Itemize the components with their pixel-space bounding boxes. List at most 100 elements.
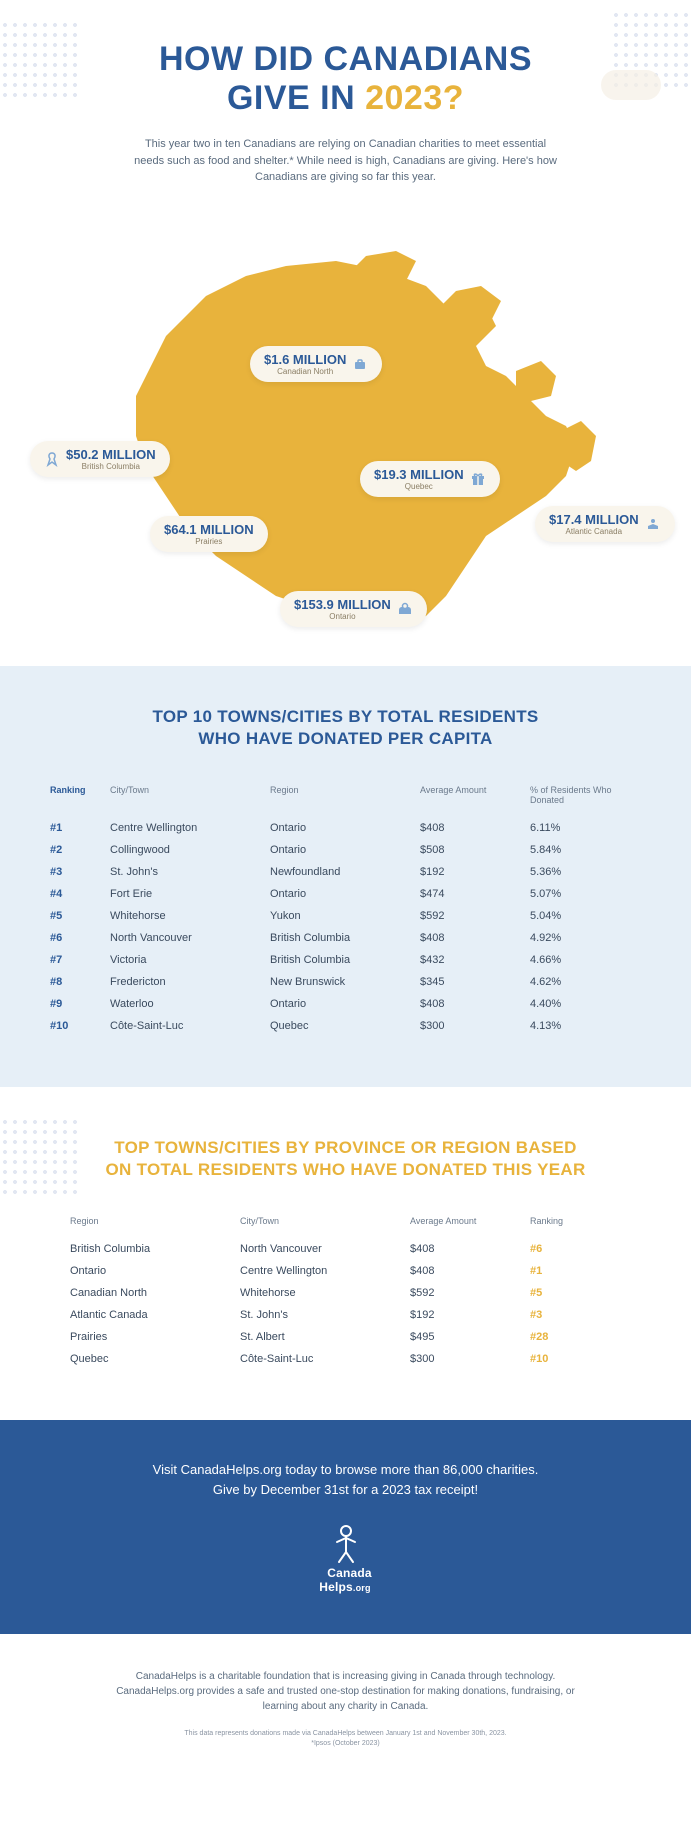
map-label: $19.3 MILLIONQuebec: [360, 461, 500, 497]
cell-city: North Vancouver: [240, 1243, 410, 1255]
map-label: $1.6 MILLIONCanadian North: [250, 346, 382, 382]
gift-icon: [470, 471, 486, 487]
cell-rank: #5: [50, 910, 110, 922]
cell-rank: #2: [50, 844, 110, 856]
col-header-rank: Ranking: [530, 1216, 590, 1226]
table-row: #4 Fort Erie Ontario $474 5.07%: [50, 883, 641, 905]
cell-amount: $592: [420, 910, 530, 922]
table2: Region City/Town Average Amount Ranking …: [70, 1216, 621, 1370]
cell-rank: #10: [530, 1353, 590, 1365]
cell-amount: $192: [410, 1309, 530, 1321]
cell-amount: $408: [410, 1243, 530, 1255]
cell-amount: $300: [420, 1020, 530, 1032]
map-label-amount: $153.9 MILLION: [294, 597, 391, 612]
cell-city: Whitehorse: [110, 910, 270, 922]
cell-pct: 4.66%: [530, 954, 630, 966]
main-title: HOW DID CANADIANS GIVE IN 2023?: [60, 40, 631, 118]
cell-city: Waterloo: [110, 998, 270, 1010]
canada-map: [86, 216, 606, 656]
decorative-cloud: [601, 70, 661, 100]
table2-header: Region City/Town Average Amount Ranking: [70, 1216, 621, 1238]
col-header-amount: Average Amount: [410, 1216, 530, 1226]
title-line-1: HOW DID CANADIANS: [159, 40, 532, 78]
cell-rank: #28: [530, 1331, 590, 1343]
hand-icon: [645, 516, 661, 532]
logo: Canada Helps.org: [50, 1524, 641, 1594]
cell-pct: 4.40%: [530, 998, 630, 1010]
cell-rank: #10: [50, 1020, 110, 1032]
cell-city: North Vancouver: [110, 932, 270, 944]
cell-rank: #1: [50, 822, 110, 834]
cell-amount: $300: [410, 1353, 530, 1365]
subtitle: This year two in ten Canadians are relyi…: [131, 136, 561, 186]
hands-icon: [397, 601, 413, 617]
cell-region: Yukon: [270, 910, 420, 922]
table-row: Ontario Centre Wellington $408 #1: [70, 1260, 621, 1282]
cell-city: Collingwood: [110, 844, 270, 856]
cell-rank: #3: [50, 866, 110, 878]
table1-title-line2: WHO HAVE DONATED PER CAPITA: [198, 729, 492, 748]
cell-pct: 6.11%: [530, 822, 630, 834]
map-section: $1.6 MILLIONCanadian North $50.2 MILLIONB…: [0, 206, 691, 666]
cell-amount: $408: [420, 822, 530, 834]
cell-rank: #5: [530, 1287, 590, 1299]
cell-region: Canadian North: [70, 1287, 240, 1299]
cell-region: Prairies: [70, 1331, 240, 1343]
table-row: #8 Fredericton New Brunswick $345 4.62%: [50, 971, 641, 993]
cell-amount: $408: [420, 932, 530, 944]
table-row: #7 Victoria British Columbia $432 4.66%: [50, 949, 641, 971]
table1: Ranking City/Town Region Average Amount …: [50, 785, 641, 1037]
table-row: British Columbia North Vancouver $408 #6: [70, 1238, 621, 1260]
cell-city: Centre Wellington: [240, 1265, 410, 1277]
table-row: #1 Centre Wellington Ontario $408 6.11%: [50, 817, 641, 839]
cell-region: British Columbia: [70, 1243, 240, 1255]
cell-pct: 4.13%: [530, 1020, 630, 1032]
col-header-city: City/Town: [240, 1216, 410, 1226]
cell-rank: #8: [50, 976, 110, 988]
footer-section: CanadaHelps is a charitable foundation t…: [0, 1634, 691, 1774]
map-label: $153.9 MILLIONOntario: [280, 591, 427, 627]
cell-pct: 5.84%: [530, 844, 630, 856]
cell-amount: $474: [420, 888, 530, 900]
cta-section: Visit CanadaHelps.org today to browse mo…: [0, 1420, 691, 1634]
cell-region: Newfoundland: [270, 866, 420, 878]
cell-amount: $495: [410, 1331, 530, 1343]
map-label-region: Ontario: [294, 612, 391, 621]
table2-body: British Columbia North Vancouver $408 #6…: [70, 1238, 621, 1370]
cell-rank: #3: [530, 1309, 590, 1321]
cell-pct: 5.36%: [530, 866, 630, 878]
briefcase-icon: [352, 356, 368, 372]
table-row: Quebec Côte-Saint-Luc $300 #10: [70, 1348, 621, 1370]
col-header-region: Region: [70, 1216, 240, 1226]
map-label-text: $17.4 MILLIONAtlantic Canada: [549, 512, 639, 536]
map-label-region: Atlantic Canada: [549, 527, 639, 536]
cell-region: Ontario: [270, 844, 420, 856]
cell-rank: #6: [530, 1243, 590, 1255]
cell-rank: #9: [50, 998, 110, 1010]
cta-line1: Visit CanadaHelps.org today to browse mo…: [153, 1462, 539, 1477]
cell-pct: 4.92%: [530, 932, 630, 944]
infographic-container: HOW DID CANADIANS GIVE IN 2023? This yea…: [0, 0, 691, 1774]
table1-section: TOP 10 TOWNS/CITIES BY TOTAL RESIDENTS W…: [0, 666, 691, 1087]
cell-amount: $192: [420, 866, 530, 878]
map-label-amount: $1.6 MILLION: [264, 352, 346, 367]
title-year: 2023?: [365, 79, 464, 117]
table-row: #3 St. John's Newfoundland $192 5.36%: [50, 861, 641, 883]
cell-region: Ontario: [70, 1265, 240, 1277]
map-label-amount: $17.4 MILLION: [549, 512, 639, 527]
cta-text: Visit CanadaHelps.org today to browse mo…: [50, 1460, 641, 1499]
cell-city: Côte-Saint-Luc: [110, 1020, 270, 1032]
map-label-amount: $64.1 MILLION: [164, 522, 254, 537]
table-row: #2 Collingwood Ontario $508 5.84%: [50, 839, 641, 861]
cell-pct: 4.62%: [530, 976, 630, 988]
map-label-amount: $50.2 MILLION: [66, 447, 156, 462]
cell-pct: 5.04%: [530, 910, 630, 922]
cell-region: Ontario: [270, 822, 420, 834]
cell-amount: $508: [420, 844, 530, 856]
map-label-text: $1.6 MILLIONCanadian North: [264, 352, 346, 376]
table-row: #6 North Vancouver British Columbia $408…: [50, 927, 641, 949]
col-header-city: City/Town: [110, 785, 270, 805]
cell-city: St. John's: [110, 866, 270, 878]
table1-title: TOP 10 TOWNS/CITIES BY TOTAL RESIDENTS W…: [50, 706, 641, 750]
map-label-text: $50.2 MILLIONBritish Columbia: [66, 447, 156, 471]
